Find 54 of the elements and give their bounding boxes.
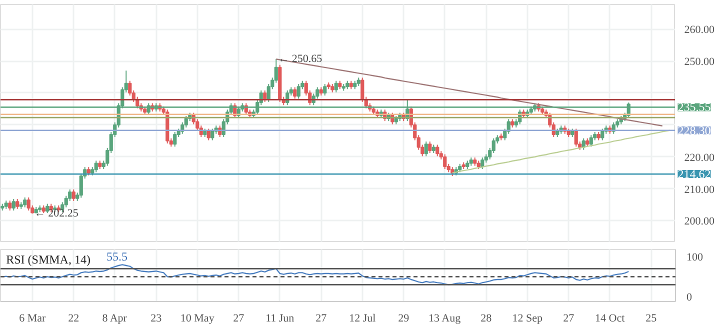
candlestick xyxy=(323,84,327,96)
x-tick-label: 22 xyxy=(68,312,80,324)
x-tick-label: 27 xyxy=(563,312,575,324)
x-tick-label: 23 xyxy=(150,312,162,324)
annotation: 55.5 xyxy=(106,250,128,264)
candlestick xyxy=(23,196,27,208)
candlestick xyxy=(293,86,297,100)
x-tick-label: 28 xyxy=(480,312,492,324)
y-tick-label: 200.00 xyxy=(684,216,716,228)
candlestick xyxy=(436,144,440,157)
x-tick-label: 29 xyxy=(398,312,410,324)
candlestick xyxy=(173,131,177,148)
candlestick xyxy=(12,198,16,212)
candlestick xyxy=(46,203,50,214)
candlestick xyxy=(600,128,604,141)
annotation: ← 250.65 xyxy=(278,52,323,65)
x-tick-label: 10 May xyxy=(180,312,215,324)
x-tick-label: 27 xyxy=(233,312,245,324)
candlestick xyxy=(8,200,12,212)
candlestick xyxy=(16,198,20,210)
x-tick-label: 8 Apr xyxy=(102,312,128,324)
candlestick xyxy=(210,128,214,141)
candlestick xyxy=(26,196,30,212)
candlestick xyxy=(428,141,432,154)
x-tick-label: 12 Jul xyxy=(349,312,376,324)
annotation: ← 202.25 xyxy=(34,208,79,220)
line-series xyxy=(2,264,630,286)
y-tick-label: 220.00 xyxy=(684,152,716,164)
y-tick-label: 0 xyxy=(686,292,692,304)
line-series xyxy=(452,130,670,174)
ref-line-label: 228.30 xyxy=(678,123,711,138)
candlestick xyxy=(574,128,578,148)
candlestick xyxy=(206,128,210,141)
x-tick-label: 11 Jun xyxy=(266,312,295,324)
x-tick-label: 14 Oct xyxy=(595,312,625,324)
candlestick xyxy=(443,154,447,170)
y-tick-label: 100 xyxy=(686,252,704,264)
x-tick-label: 13 Aug xyxy=(428,312,462,324)
candlestick xyxy=(424,141,428,157)
x-tick-label: 27 xyxy=(316,312,328,324)
x-tick-label: 12 Sep xyxy=(512,312,543,324)
y-tick-label: 250.00 xyxy=(684,56,716,68)
candlestick xyxy=(480,156,484,170)
x-tick-label: 25 xyxy=(646,312,658,324)
y-tick-label: 210.00 xyxy=(684,184,716,196)
ref-line-label: 235.55 xyxy=(678,100,711,114)
candlestick xyxy=(334,80,338,93)
y-tick-label: 260.00 xyxy=(684,24,716,36)
candlestick xyxy=(72,188,76,202)
x-tick-label: 6 Mar xyxy=(19,312,46,324)
chart-title: RSI (SMMA, 14) xyxy=(6,252,90,266)
candlestick xyxy=(94,160,98,173)
candlestick xyxy=(296,84,300,100)
ref-line-label: 214.62 xyxy=(678,167,711,182)
